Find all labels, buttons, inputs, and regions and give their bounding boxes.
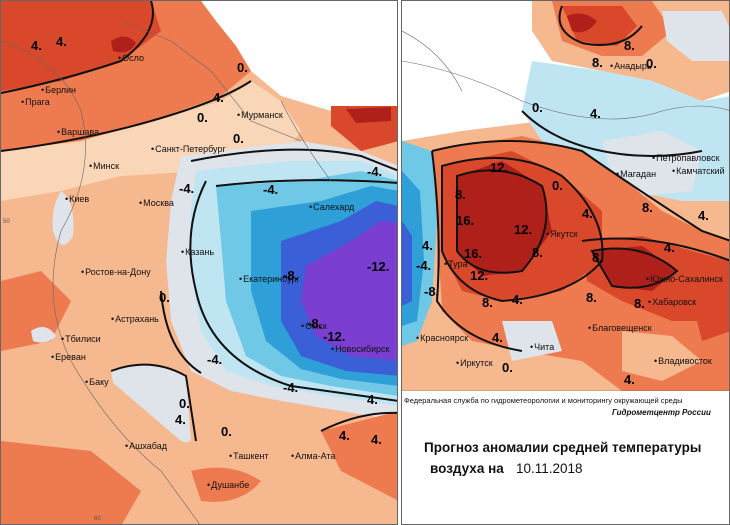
east-anomaly-map: Анадырь Петропавловск Камчатский Магадан… [401,0,730,525]
city-label-spb: Санкт-Петербург [151,144,226,154]
city-label-ashgabat: Ашхабад [125,441,167,451]
city-label-oslo: Осло [118,53,144,63]
isoline-label: -8. [283,268,299,283]
city-label-anadyr: Анадырь [610,61,651,71]
isoline-label: -8. [424,284,440,299]
city-label-baku: Баку [85,377,108,387]
city-label-yerevan: Ереван [51,352,86,362]
city-label-astrakhan: Астрахань [111,314,159,324]
city-label-warsaw: Варшава [57,127,99,137]
isoline-label: 12. [490,160,509,175]
isoline-label: 0. [552,178,563,193]
isoline-label: 4. [664,240,675,255]
west-anomaly-map: Осло Берлин Прага Варшава Мурманск Санкт… [0,0,398,525]
isoline-label: 4. [624,372,635,387]
isoline-label: 0. [179,396,190,411]
city-label-yuzhno-sakhalinsk: Южно-Сахалинск [646,274,723,284]
isoline-label: 8. [624,38,635,53]
isoline-label: -4. [207,352,223,367]
city-label-blagoveshchensk: Благовещенск [588,323,652,333]
isoline-label: -12. [323,329,346,344]
isoline-label: 0. [197,110,208,125]
isoline-label: 8. [642,200,653,215]
isoline-label: -4. [179,181,195,196]
isoline-label: 4. [698,208,709,223]
city-label-khabarovsk: Хабаровск [648,297,696,307]
city-label-minsk: Минск [89,161,119,171]
city-label-ekaterinburg: Екатеринбург [239,274,300,284]
city-label-tashkent: Ташкент [229,451,268,461]
isoline-label: -4. [416,258,432,273]
longitude-tick: 60 [94,516,101,522]
isoline-label: 0. [221,424,232,439]
isoline-label: 8. [634,296,645,311]
isoline-label: 4. [582,206,593,221]
isoline-label: 4. [422,238,433,253]
isoline-label: 16. [456,213,475,228]
city-label-vladivostok: Владивосток [654,356,712,366]
city-label-omsk: Омск [301,321,327,331]
isoline-label: 8. [592,55,603,70]
city-label-chita: Чита [530,342,554,352]
isoline-label: 4. [367,392,378,407]
isoline-label: 8. [455,187,466,202]
isoline-label: 16. [464,246,483,261]
isoline-label: 12. [470,268,489,283]
isoline-label: 0. [233,131,244,146]
isoline-label: 0. [532,100,543,115]
city-label-prague: Прага [21,97,50,107]
city-label-krasnoyarsk: Красноярск [416,333,468,343]
isoline-label: -4. [263,182,279,197]
city-label-dushanbe: Душанбе [207,480,249,490]
isoline-label: -8. [307,316,323,331]
city-label-magadan: Магадан [616,169,656,179]
agency-credit: Федеральная служба по гидрометеорологии … [404,396,683,405]
city-label-kamchatsky: Камчатский [672,166,724,176]
map-title-line1: Прогноз аномалии средней температуры [424,440,702,455]
isoline-label: 0. [159,290,170,305]
isoline-label: 4. [512,292,523,307]
east-map-shading [402,1,729,524]
map-title-line2: воздуха на [430,461,504,476]
isoline-label: 8. [532,245,543,260]
city-label-rostov: Ростов-на-Дону [81,267,151,277]
isoline-label: 0. [646,56,657,71]
isoline-label: 4. [590,106,601,121]
city-label-petropavlovsk: Петропавловск [652,153,719,163]
isoline-label: -4. [367,164,383,179]
city-label-almaty: Алма-Ата [291,451,335,461]
forecast-date: 10.11.2018 [516,461,583,476]
city-label-tura: Тура [444,259,467,269]
city-label-murmansk: Мурманск [237,110,283,120]
city-label-yakutsk: Якутск [546,229,578,239]
isoline-label: 4. [492,330,503,345]
isoline-label: 4. [175,412,186,427]
isoline-label: 0. [502,360,513,375]
isoline-label: 8. [586,290,597,305]
isoline-label: 12. [514,222,533,237]
isoline-label: 4. [213,90,224,105]
city-label-kiev: Киев [65,194,89,204]
isoline-label: 0. [237,60,248,75]
city-label-kazan: Казань [181,247,214,257]
city-label-moscow: Москва [139,198,174,208]
isoline-label: 4. [31,38,42,53]
isoline-label: 4. [56,34,67,49]
center-credit: Гидрометцентр России [612,408,711,417]
latitude-tick: 50 [3,219,10,225]
city-label-salekhard: Салехард [309,202,354,212]
isoline-label: -12. [367,259,390,274]
city-label-irkutsk: Иркутск [456,358,492,368]
isoline-label: 8. [482,295,493,310]
city-label-berlin: Берлин [41,85,76,95]
city-label-novosibirsk: Новосибирск [331,344,389,354]
isoline-label: 8. [592,250,603,265]
city-label-tbilisi: Тбилиси [61,334,101,344]
isoline-label: 4. [339,428,350,443]
isoline-label: -4. [283,380,299,395]
west-map-shading [1,1,397,524]
isoline-label: 4. [371,432,382,447]
